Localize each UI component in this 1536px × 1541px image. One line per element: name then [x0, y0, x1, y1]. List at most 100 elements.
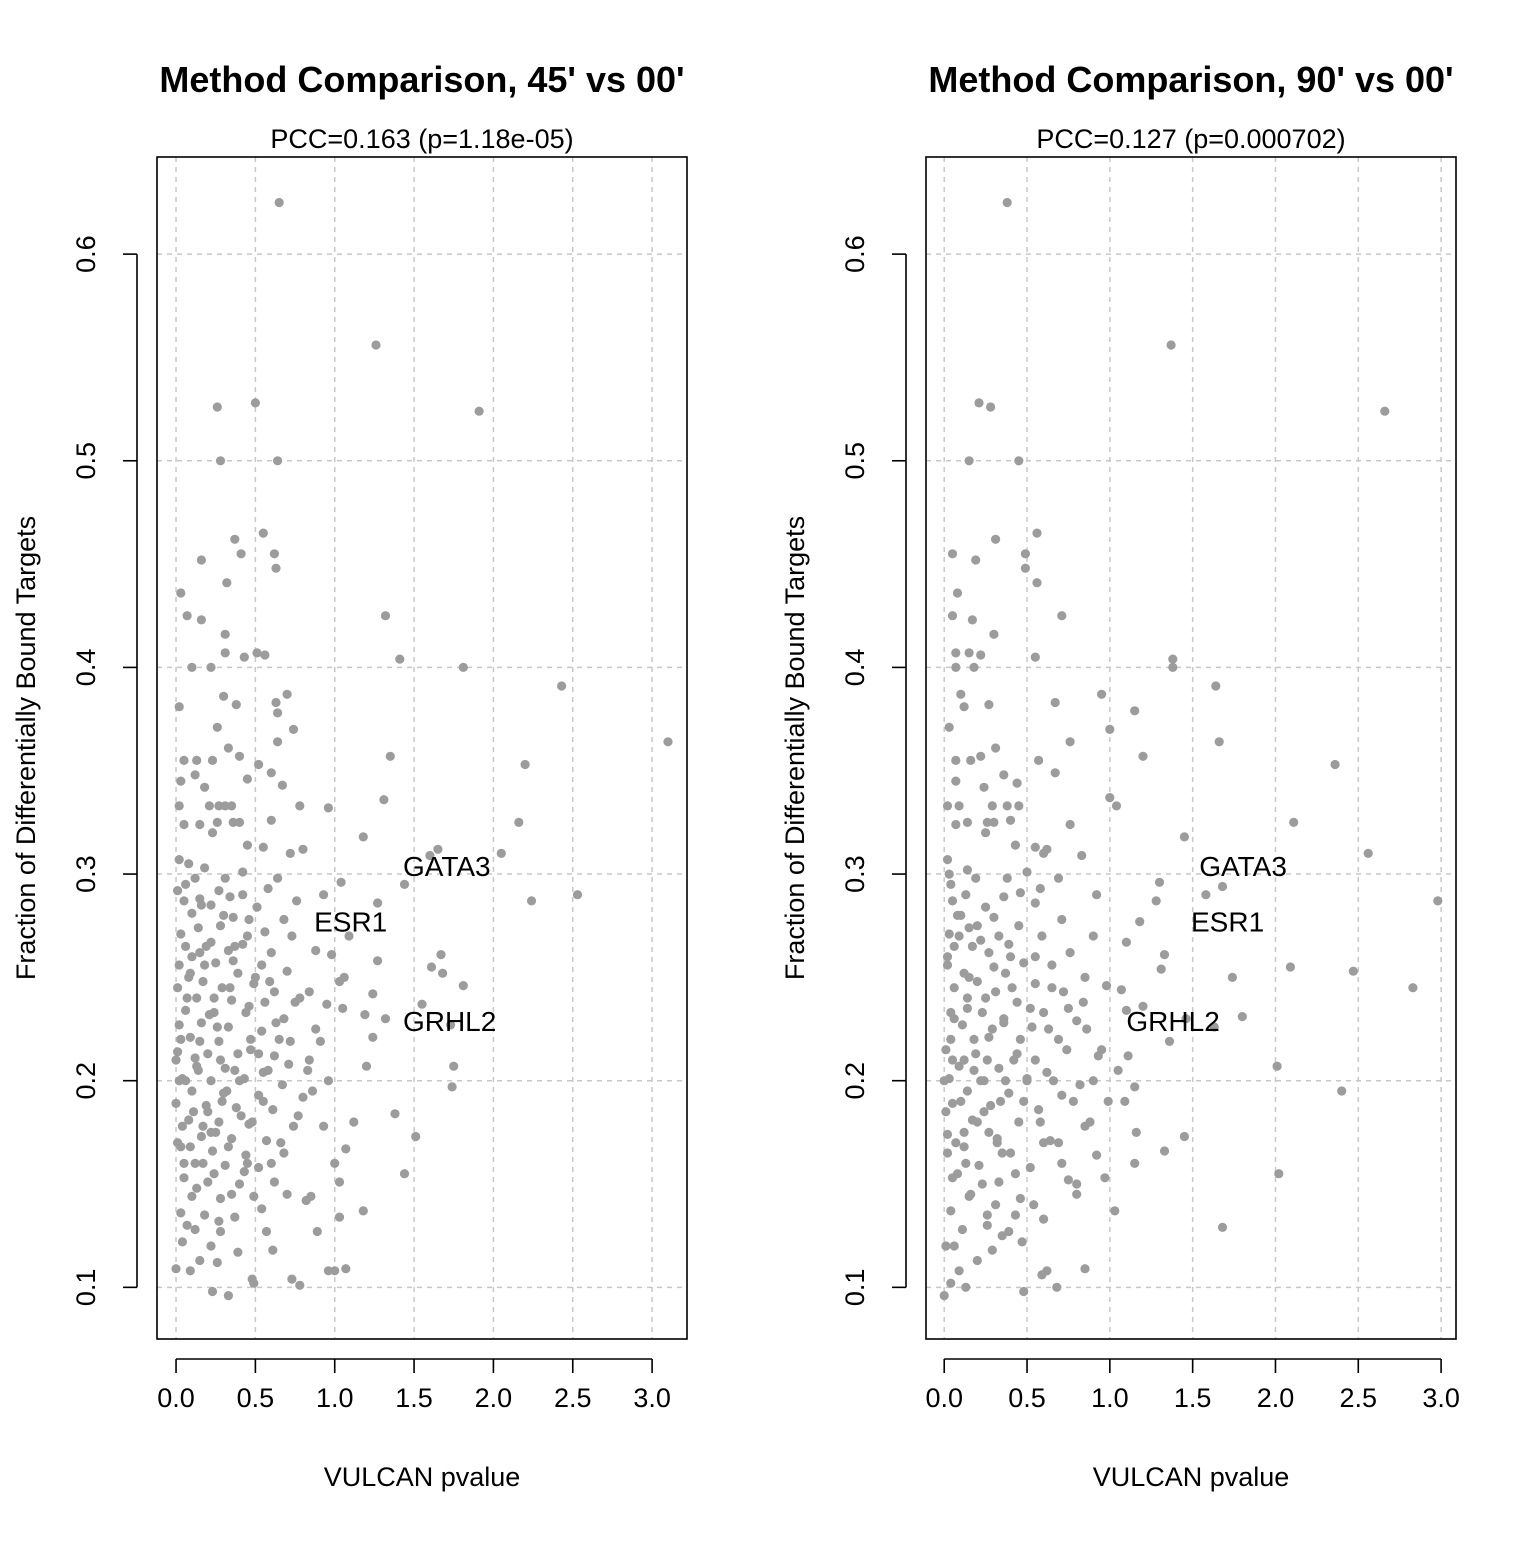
panel-2-point [944, 722, 954, 732]
panel-2-x-tick-label: 3.0 [1422, 1383, 1460, 1413]
panel-2-point [999, 892, 1009, 902]
panel-2-point [1002, 197, 1012, 208]
panel-2-point [1010, 840, 1021, 850]
panel-2-point [1088, 931, 1098, 941]
panel-1-point [319, 890, 329, 900]
panel-2-point [1135, 917, 1145, 927]
panel-1-point [212, 722, 222, 732]
panel-2-point [1015, 1193, 1025, 1204]
panel-1-point [311, 1024, 321, 1034]
panel-1-point [323, 1266, 333, 1276]
panel-1-point [179, 819, 189, 830]
panel-1-point [252, 648, 262, 658]
panel-2-point [941, 1045, 951, 1055]
panel-2-point [1039, 1214, 1049, 1224]
panel-1-point [238, 890, 248, 900]
panel-1-point [198, 1121, 208, 1131]
panel-1-point [176, 776, 186, 786]
panel-2-point [989, 912, 999, 923]
panel-1-point [322, 999, 332, 1009]
panel-1-point [219, 691, 229, 701]
panel-1-point [244, 1001, 254, 1011]
panel-2-point [971, 1049, 981, 1059]
panel-2-point [984, 1127, 994, 1137]
panel-2-point [1039, 1007, 1049, 1018]
panel-2-point [942, 1129, 953, 1139]
panel-2-point [956, 1096, 966, 1106]
panel-1-point [234, 751, 245, 761]
panel-2-point [951, 662, 961, 673]
panel-1-point [212, 817, 222, 828]
panel-2-point [942, 801, 953, 811]
panel-2-point [1085, 1117, 1095, 1127]
panel-1-point [214, 1036, 224, 1046]
panel-1-point [449, 1061, 459, 1071]
panel-1-point [206, 900, 216, 910]
panel-2-point [984, 1032, 994, 1042]
panel-2-point [1214, 737, 1224, 747]
panel-1-point [174, 1076, 184, 1086]
panel-2-point [1075, 1080, 1085, 1090]
panel-2-point [1227, 972, 1237, 983]
panel-2-point [979, 1107, 989, 1117]
panel-1-point [239, 652, 249, 662]
panel-1-point [173, 1138, 183, 1148]
panel-1-point [242, 774, 252, 784]
panel-1-annotation-gata3: GATA3 [403, 851, 491, 882]
panel-2-point [947, 896, 958, 906]
panel-2-point [1363, 848, 1373, 859]
panel-2-point [1130, 706, 1140, 716]
panel-1-point [295, 993, 305, 1003]
panel-2-point [986, 402, 996, 412]
panel-2-point [957, 1020, 968, 1030]
panel-2-point [979, 782, 989, 792]
panel-1-point [233, 1247, 243, 1257]
panel-2-point [962, 1003, 973, 1014]
panel-2-point [969, 1065, 979, 1075]
panel-1-point [236, 1111, 246, 1121]
panel-2-point [1159, 1146, 1170, 1156]
panel-2-point [1062, 1045, 1072, 1055]
panel-1-point [204, 1010, 214, 1020]
panel-2-point [942, 960, 953, 970]
panel-1-point [241, 1150, 251, 1160]
panel-1-subtitle: PCC=0.163 (p=1.18e-05) [270, 124, 573, 154]
panel-1-point [233, 968, 243, 978]
panel-2-point [1217, 881, 1228, 892]
panel-1-point [344, 931, 354, 941]
panel-2-point [1010, 1210, 1021, 1220]
panel-1-point [304, 1055, 314, 1065]
panel-2-point [1009, 1055, 1019, 1065]
panel-2-point [1047, 983, 1057, 993]
panel-2-point [1100, 1173, 1110, 1183]
panel-2-point [956, 910, 966, 921]
panel-2-point [1211, 681, 1221, 691]
panel-2-point [1123, 1051, 1133, 1061]
panel-2-point [1030, 952, 1040, 962]
panel-1-point [181, 879, 191, 890]
panel-1-point [214, 801, 224, 811]
panel-2-point [1029, 1200, 1039, 1210]
panel-1-point [174, 960, 184, 970]
panel-1-point [292, 896, 302, 906]
panel-1-point [250, 398, 260, 408]
panel-1-point [269, 549, 279, 559]
panel-2-point [1005, 815, 1016, 825]
panel-1-point [179, 1173, 189, 1183]
panel-1-point [174, 855, 184, 865]
panel-1-point [273, 456, 283, 466]
panel-1-point [211, 958, 221, 968]
panel-1-point [284, 1059, 294, 1069]
panel-2-point [1002, 873, 1012, 883]
panel-2-point [1053, 873, 1064, 883]
panel-1-x-tick-label: 3.0 [633, 1383, 671, 1413]
panel-1-point [220, 801, 230, 811]
panel-2-point [1047, 960, 1057, 970]
panel-1-point [311, 945, 321, 956]
panel-1-point [380, 1014, 391, 1024]
panel-1-point [217, 1096, 227, 1106]
panel-1-point [258, 528, 268, 538]
panel-1-point [399, 1169, 410, 1179]
panel-2-point [1151, 896, 1161, 906]
